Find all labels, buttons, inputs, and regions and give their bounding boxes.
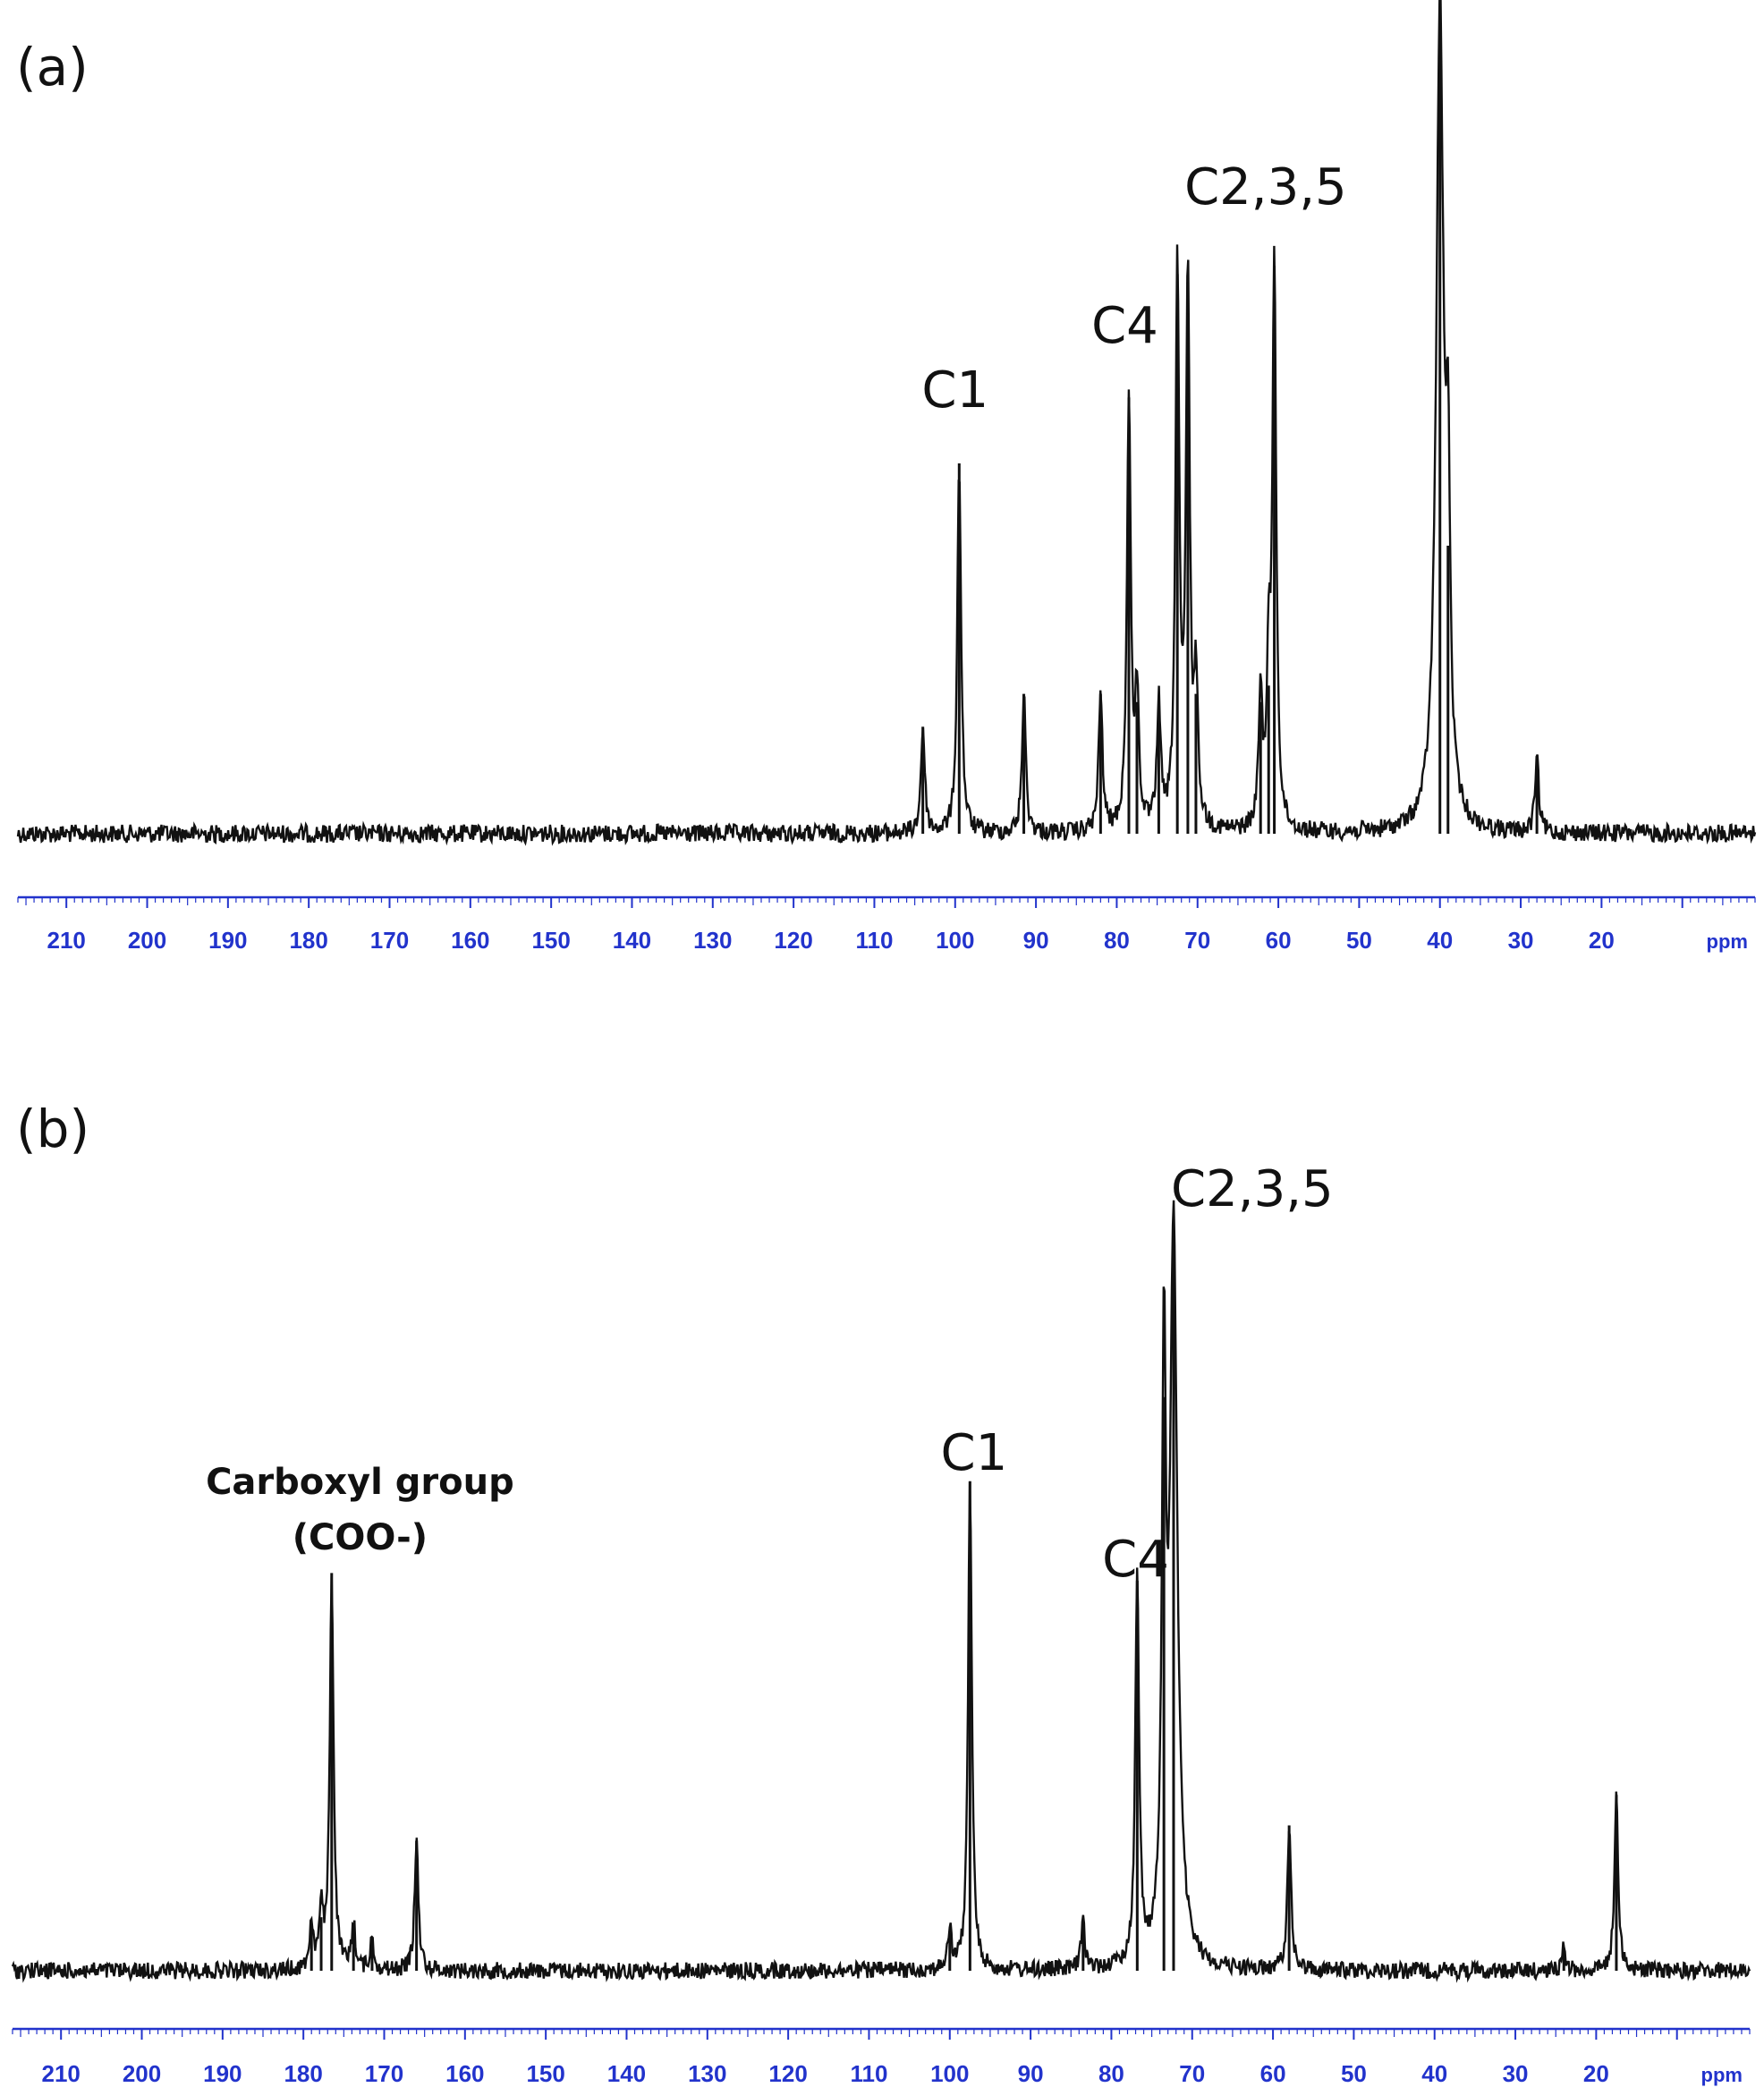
- tick-label: 180: [289, 927, 327, 954]
- tick-label: 40: [1427, 927, 1453, 954]
- tick-label: 190: [208, 927, 247, 954]
- tick-label: 30: [1503, 2060, 1529, 2087]
- tick-label: 40: [1421, 2060, 1447, 2087]
- tick-label: 60: [1260, 2060, 1286, 2087]
- peak-annotation: C4: [1091, 297, 1158, 355]
- tick-label: 210: [42, 2060, 81, 2087]
- peak-annotation: (COO-): [293, 1517, 428, 1558]
- tick-label: 170: [365, 2060, 403, 2087]
- tick-label: 100: [930, 2060, 969, 2087]
- tick-label: 130: [688, 2060, 726, 2087]
- tick-label: 110: [855, 927, 893, 954]
- tick-label: 200: [128, 927, 166, 954]
- tick-label: 50: [1346, 927, 1372, 954]
- tick-label: 70: [1184, 927, 1210, 954]
- tick-label: 70: [1179, 2060, 1205, 2087]
- peak-annotation: C4: [1102, 1531, 1169, 1589]
- tick-label: 90: [1023, 927, 1049, 954]
- spectrum-panel-a: (a) 210 200 190 180 170 160 150 140 130 120 110 100…: [16, 0, 1757, 954]
- tick-label: 150: [526, 2060, 564, 2087]
- peak-annotations-a: C1 C4 C2,3,5: [921, 158, 1346, 420]
- tick-label: 80: [1104, 927, 1130, 954]
- x-axis-b: 210 200 190 180 170 160 150 140 130 120 110 100 90 80…: [12, 2027, 1751, 2087]
- peak-annotation: C1: [941, 1424, 1008, 1482]
- tick-label: 190: [203, 2060, 242, 2087]
- axis-unit-label: ppm: [1701, 2064, 1743, 2086]
- tick-label: 90: [1018, 2060, 1044, 2087]
- tick-label: 110: [850, 2060, 887, 2087]
- tick-label: 100: [936, 927, 974, 954]
- tick-label: 120: [774, 927, 812, 954]
- tick-label: 130: [693, 927, 732, 954]
- tick-label: 60: [1266, 927, 1292, 954]
- tick-label: 150: [531, 927, 570, 954]
- spectrum-line: [11, 1200, 1751, 1983]
- tick-label: 140: [613, 927, 651, 954]
- peak-annotation: C2,3,5: [1171, 1160, 1334, 1218]
- tick-label: 180: [284, 2060, 322, 2087]
- x-axis-a: 210 200 190 180 170 160 150 140 130 120 110 100 90 80…: [17, 895, 1756, 954]
- tick-label: 200: [123, 2060, 161, 2087]
- spectrum-line: [16, 0, 1757, 846]
- tick-label: 50: [1341, 2060, 1367, 2087]
- peak-annotation: C2,3,5: [1184, 158, 1347, 216]
- peak-annotation: Carboxyl group: [206, 1462, 514, 1503]
- tick-label: 80: [1098, 2060, 1124, 2087]
- panel-label-b: (b): [16, 1099, 89, 1159]
- tick-label: 170: [370, 927, 409, 954]
- spectrum-trace-b: [11, 1200, 1751, 1983]
- peak-annotation: C1: [921, 361, 988, 420]
- panel-label-a: (a): [16, 37, 89, 98]
- tick-label: 140: [607, 2060, 646, 2087]
- peak-annotations-b: Carboxyl group (COO-) C1 C4 C2,3,5: [206, 1160, 1334, 1589]
- tick-label: 30: [1508, 927, 1534, 954]
- tick-label: 20: [1583, 2060, 1609, 2087]
- tick-label: 160: [451, 927, 489, 954]
- tick-label: 210: [47, 927, 86, 954]
- tick-label: 160: [445, 2060, 484, 2087]
- tick-label: 20: [1589, 927, 1615, 954]
- axis-unit-label: ppm: [1707, 930, 1748, 953]
- spectrum-panel-b: (b) 210 200 190 180 170 160 150 140 130 120 110 100…: [11, 1099, 1751, 2087]
- spectrum-trace-a: [16, 0, 1757, 846]
- tick-label: 120: [768, 2060, 807, 2087]
